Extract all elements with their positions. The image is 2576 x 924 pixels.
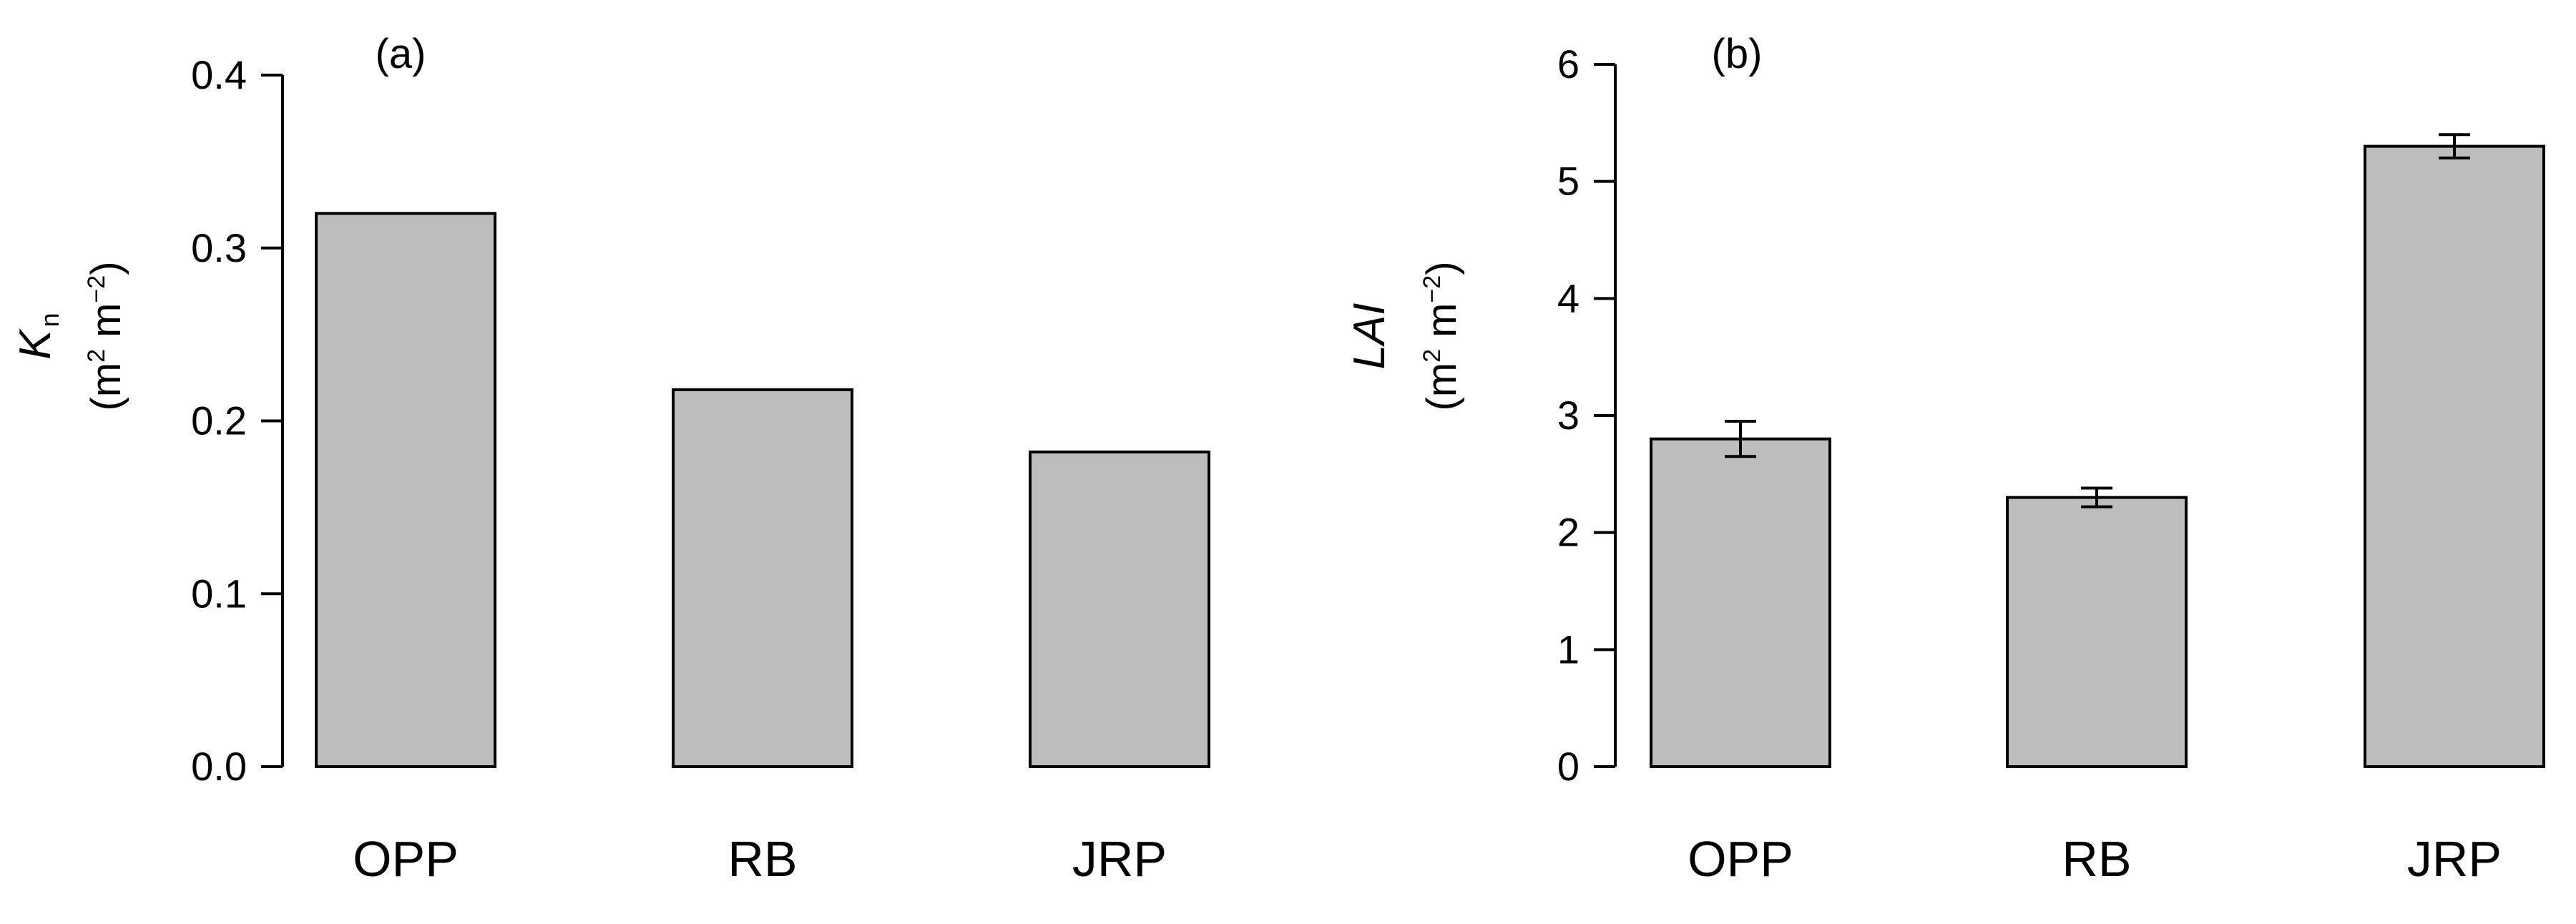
y-axis-unit: (m2 m−2) xyxy=(83,261,129,411)
y-axis-label-subscript: n xyxy=(35,313,64,327)
x-category-label: JRP xyxy=(1072,831,1167,887)
chart-panel-a: 0.0 0.1 0.2 0.3 0.4 OPP RB JRP (a) Kn (m2 m−2) xyxy=(11,31,1210,887)
bar-opp xyxy=(1650,437,1831,768)
bar-rb xyxy=(672,388,853,768)
bar-rb xyxy=(2006,496,2188,768)
y-tick-label: 0 xyxy=(1557,744,1580,789)
y-axis-unit-close: ) xyxy=(83,261,129,275)
x-category-label: OPP xyxy=(1688,831,1793,887)
y-axis-unit-sup: −2 xyxy=(83,275,110,303)
y-axis-label-symbol: K xyxy=(11,328,60,360)
y-axis-label: LAI xyxy=(1345,303,1394,369)
y-axis-unit-close: ) xyxy=(1419,261,1465,275)
y-axis-unit-open: (m xyxy=(83,363,129,411)
y-tick-label: 0.0 xyxy=(191,744,247,789)
y-axis-unit-sup: 2 xyxy=(1419,349,1446,363)
y-tick-label: 4 xyxy=(1557,275,1580,320)
y-axis-unit-mid: m xyxy=(1419,303,1465,349)
x-category-label: JRP xyxy=(2407,831,2502,887)
bar-jrp xyxy=(1029,451,1210,768)
bar-jrp xyxy=(2364,144,2545,769)
y-tick-label: 0.4 xyxy=(191,52,247,97)
y-tick-label: 1 xyxy=(1557,626,1580,672)
y-tick-label: 0.2 xyxy=(191,398,247,443)
x-category-label: RB xyxy=(728,831,797,887)
y-axis-unit-open: (m xyxy=(1419,363,1465,411)
x-category-label: RB xyxy=(2062,831,2131,887)
y-tick-label: 5 xyxy=(1557,159,1580,204)
y-axis-unit-sup: −2 xyxy=(1419,275,1446,303)
y-tick-label: 2 xyxy=(1557,510,1580,555)
error-bar-opp xyxy=(1725,420,1756,458)
x-category-label: OPP xyxy=(353,831,459,887)
panel-label: (b) xyxy=(1712,31,1763,77)
y-axis-label: Kn xyxy=(11,313,64,359)
y-tick-label: 6 xyxy=(1557,41,1580,87)
y-tick-label: 3 xyxy=(1557,393,1580,438)
panel-label: (a) xyxy=(376,31,426,77)
y-axis-unit-sup: 2 xyxy=(83,349,110,363)
error-bar-rb xyxy=(2081,486,2112,508)
y-axis-label-symbol: LAI xyxy=(1345,303,1394,369)
y-axis-unit: (m2 m−2) xyxy=(1419,261,1465,411)
y-tick-label: 0.1 xyxy=(191,571,247,616)
y-tick-label: 0.3 xyxy=(191,225,247,270)
bar-opp xyxy=(315,212,496,768)
y-axis-unit-mid: m xyxy=(83,303,129,349)
error-bar-jrp xyxy=(2439,133,2470,159)
